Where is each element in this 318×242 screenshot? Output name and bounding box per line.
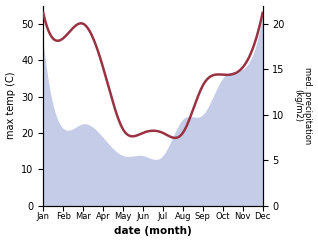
X-axis label: date (month): date (month): [114, 227, 192, 236]
Y-axis label: max temp (C): max temp (C): [5, 72, 16, 139]
Y-axis label: med. precipitation
(kg/m2): med. precipitation (kg/m2): [293, 67, 313, 144]
